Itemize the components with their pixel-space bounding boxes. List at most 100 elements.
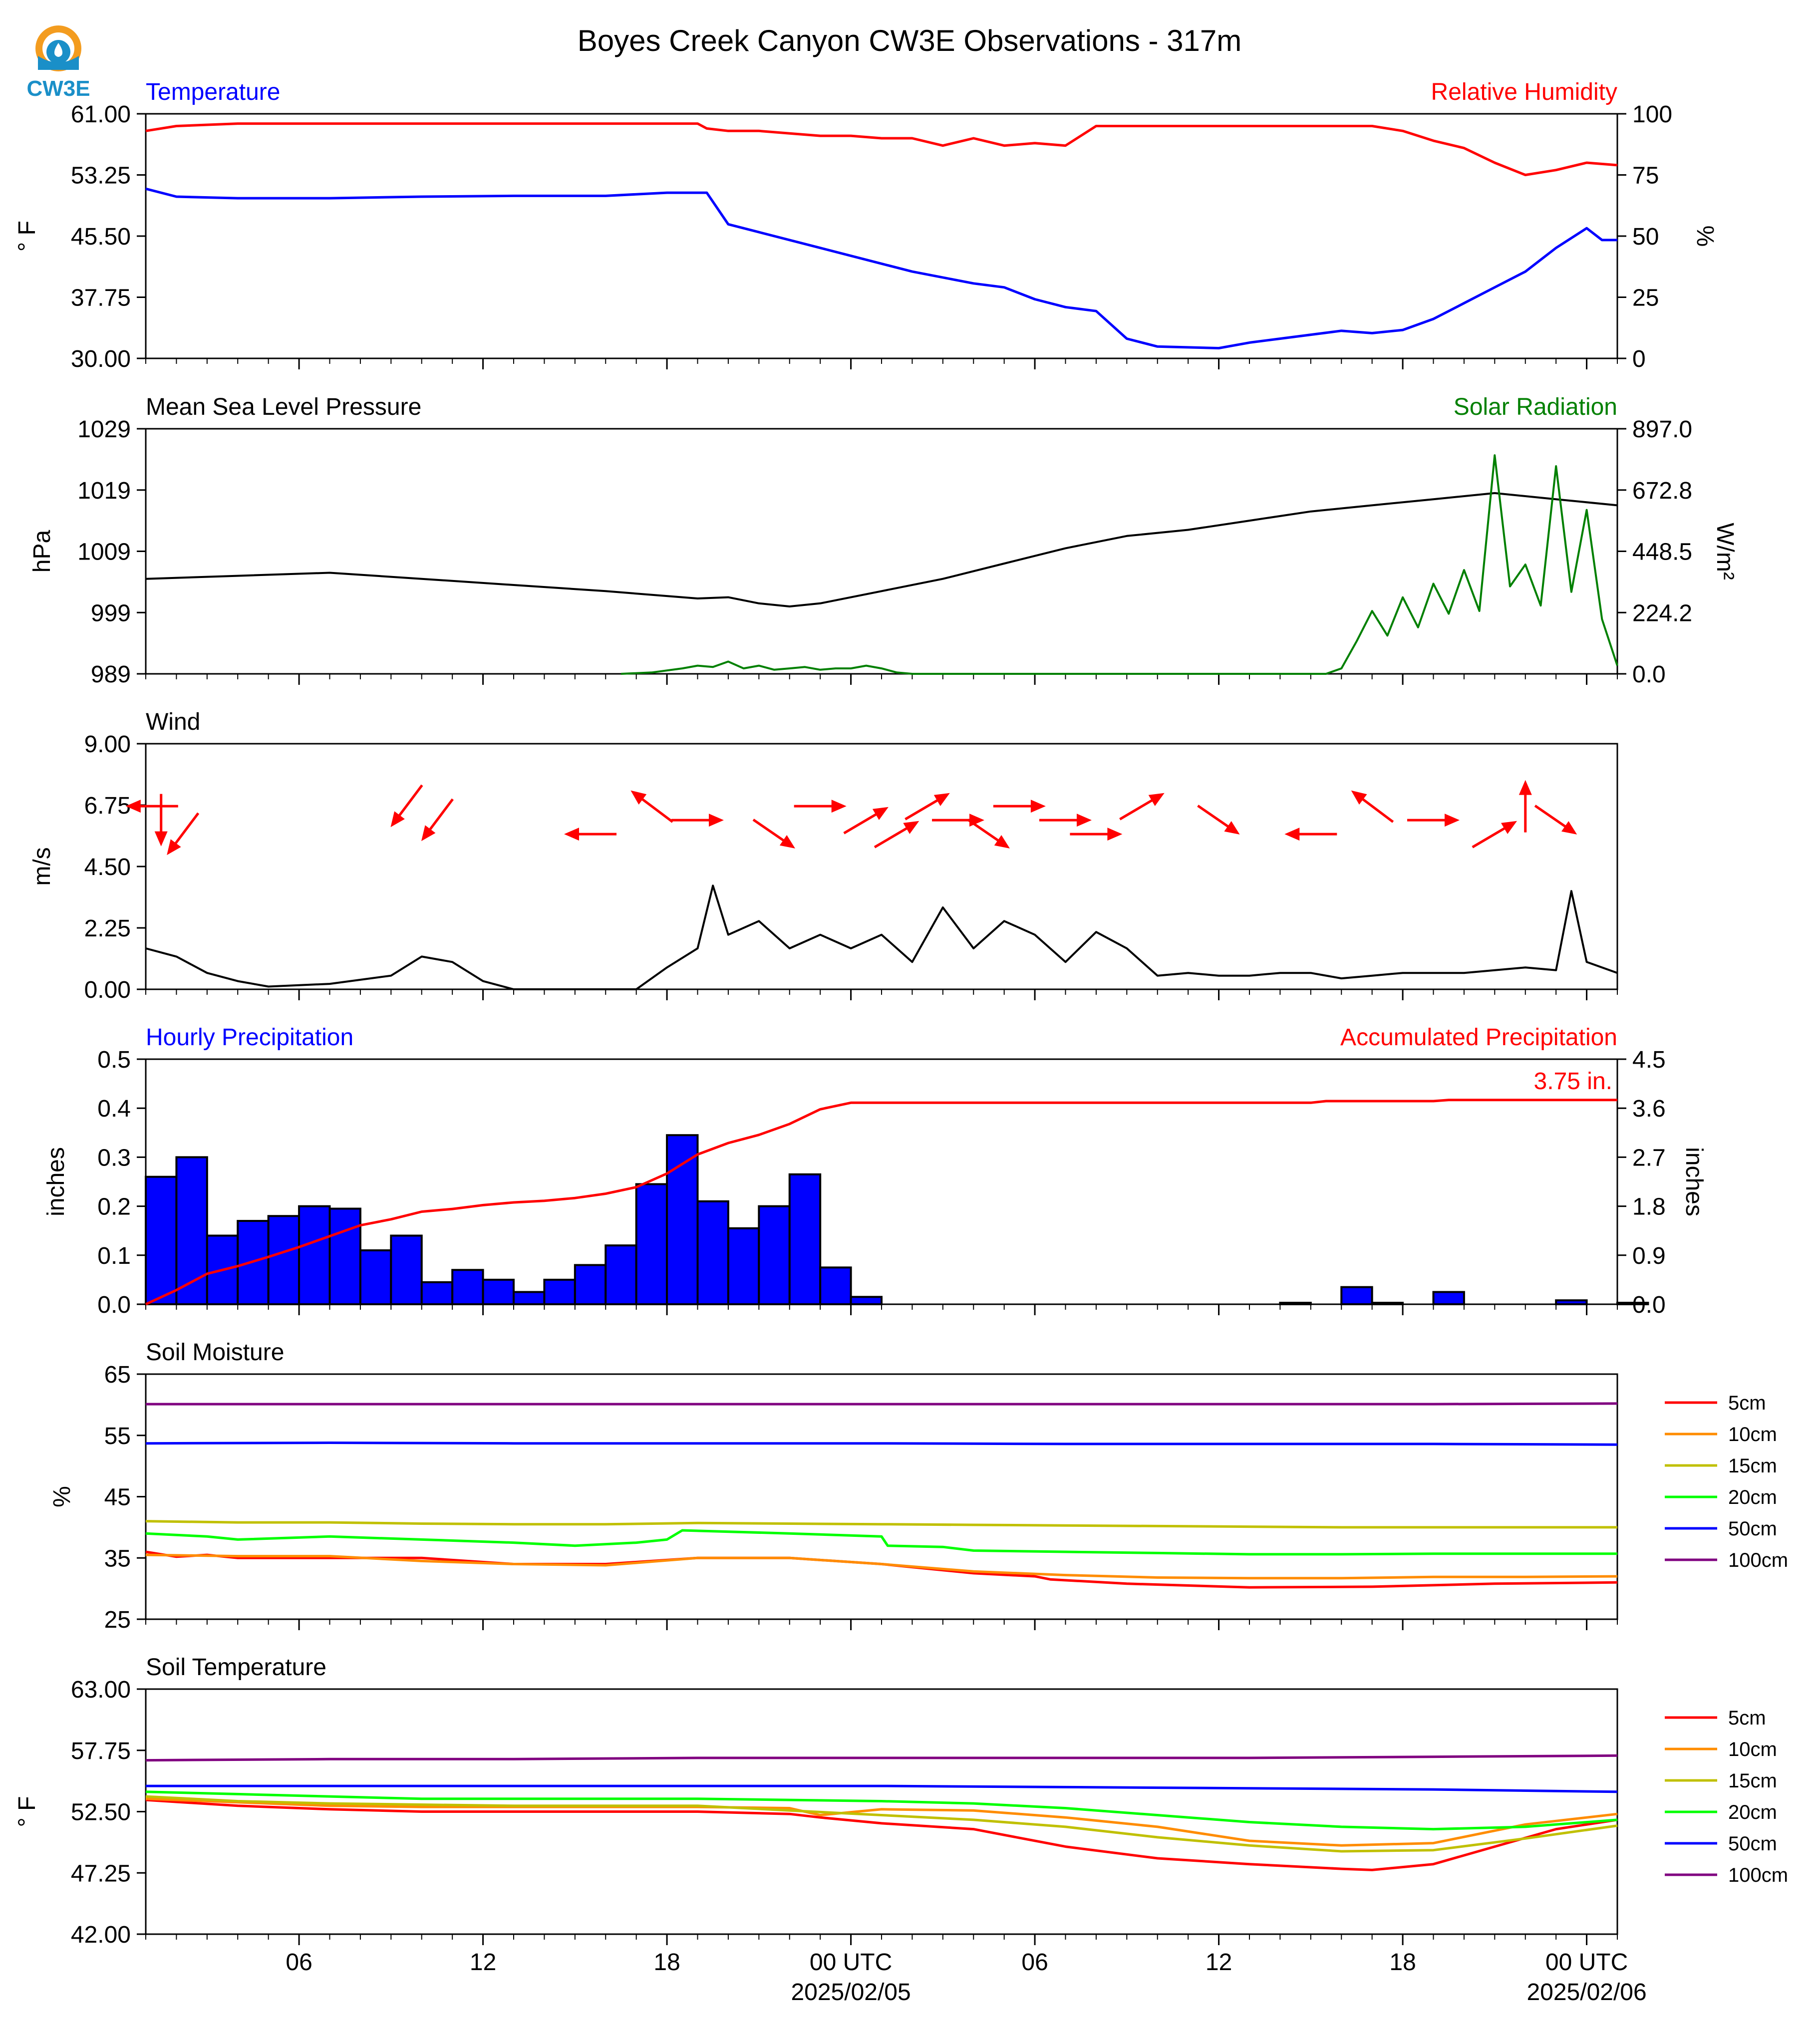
wind-direction-arrow [154, 794, 168, 847]
legend-label: 5cm [1728, 1707, 1766, 1729]
series-line-50cm [146, 1784, 1618, 1793]
precip-bar [390, 1234, 423, 1306]
wind-direction-arrow [843, 807, 889, 835]
y-tick-label-right: 4.5 [1632, 1047, 1666, 1073]
legend-label: 15cm [1728, 1455, 1777, 1477]
precip-bar [1279, 1302, 1312, 1305]
y-tick-label-left: 37.75 [71, 285, 131, 311]
wind-direction-arrow [1534, 805, 1577, 835]
wind-direction-arrow [1039, 814, 1092, 827]
y-unit-left: ° F [14, 1796, 40, 1827]
wind-direction-arrow [671, 814, 724, 827]
precip-bar [1432, 1291, 1465, 1305]
chart-title: Boyes Creek Canyon CW3E Observations - 3… [578, 24, 1242, 57]
y-tick-label-left: 45 [104, 1484, 131, 1511]
wind-arrow-head [1351, 790, 1367, 805]
wind-direction-arrow [1518, 780, 1532, 833]
wind-direction-arrow [167, 812, 200, 856]
precip-bar [635, 1183, 668, 1305]
y-tick-label-left: 52.50 [71, 1799, 131, 1826]
y-tick-label-right: 672.8 [1632, 478, 1692, 504]
y-unit-left: inches [43, 1147, 69, 1216]
y-tick-label-left: 6.75 [84, 793, 131, 819]
y-tick-label-left: 53.25 [71, 163, 131, 189]
precip-bar [605, 1244, 637, 1305]
panel-title-left: Hourly Precipitation [146, 1024, 353, 1051]
precip-bar [666, 1134, 699, 1305]
precip-bar [1340, 1286, 1373, 1305]
y-tick-label-right: 0.9 [1632, 1243, 1666, 1269]
y-tick-label-left: 42.00 [71, 1922, 131, 1948]
wind-arrow-head [167, 839, 181, 856]
precip-bar [267, 1215, 301, 1305]
y-tick-label-right: 25 [1632, 285, 1659, 311]
wind-direction-arrow [874, 821, 919, 849]
y-tick-label-left: 47.25 [71, 1860, 131, 1887]
legend-label: 10cm [1728, 1738, 1777, 1760]
wind-direction-arrow [564, 828, 617, 841]
precip-bar [850, 1296, 883, 1306]
y-unit-left: % [49, 1486, 75, 1507]
y-tick-label-left: 57.75 [71, 1738, 131, 1764]
y-tick-label-left: 35 [104, 1545, 131, 1572]
series-line-10cm [145, 1553, 1618, 1580]
wind-arrow-head [779, 835, 795, 849]
x-tick-label: 18 [1389, 1949, 1416, 1976]
y-unit-right: inches [1681, 1147, 1707, 1216]
panel-wind: 9.00 6.75 4.50 2.25 0.00 Wind m/s [29, 709, 1618, 1003]
legend-label: 100cm [1728, 1864, 1788, 1886]
wind-arrow-head [630, 790, 647, 805]
x-tick-label: 00 UTC [810, 1949, 892, 1976]
precip-bar [482, 1278, 515, 1305]
series-line-15cm [145, 1520, 1617, 1529]
y-tick-label-left: 30.00 [71, 346, 131, 372]
panel-title-right: Accumulated Precipitation [1340, 1024, 1617, 1051]
precip-bar [788, 1173, 822, 1306]
legend: 5cm 10cm 15cm 20cm 50cm 100cm [1665, 1707, 1788, 1886]
series-line-5cm [145, 1798, 1618, 1871]
x-tick-label: 12 [470, 1949, 496, 1976]
precip-bar [1371, 1302, 1404, 1305]
panel-precip: 0.50.40.30.20.10.04.53.62.71.80.90.0Hour… [43, 1024, 1707, 1318]
panel-title-left: Wind [146, 709, 200, 735]
wind-arrow-head [831, 800, 847, 813]
y-tick-label-left: 9.00 [84, 731, 131, 758]
precip-bar [574, 1264, 607, 1305]
precip-bar [1616, 1302, 1649, 1305]
wind-arrow-head [1445, 814, 1460, 827]
wind-direction-arrow [905, 793, 950, 821]
wind-arrow-head [1107, 828, 1123, 841]
wind-arrow-head [1224, 821, 1240, 835]
wind-direction-arrow [1119, 793, 1165, 821]
y-tick-label-right: 0 [1632, 346, 1646, 372]
precip-bar [359, 1249, 392, 1305]
wind-direction-arrow [390, 784, 423, 828]
legend-label: 20cm [1728, 1801, 1777, 1823]
y-tick-label-right: 0.0 [1632, 661, 1666, 688]
series-line-50cm [145, 1442, 1618, 1446]
y-tick-label-left: 989 [91, 661, 131, 688]
y-tick-label-right: 1.8 [1632, 1194, 1666, 1220]
x-date-label: 2025/02/06 [1526, 1979, 1646, 2006]
precip-bar [727, 1227, 760, 1306]
wind-arrow-head [709, 814, 724, 827]
y-tick-label-left: 0.4 [97, 1096, 131, 1122]
wind-direction-arrow [1407, 814, 1460, 827]
wind-arrow-head [390, 811, 405, 828]
y-tick-label-left: 999 [91, 600, 131, 626]
legend-label: 100cm [1728, 1549, 1788, 1571]
wind-arrow-head [933, 793, 950, 806]
precip-bar [758, 1205, 791, 1306]
precip-bar [696, 1200, 729, 1306]
y-tick-label-left: 65 [104, 1362, 131, 1388]
series-line-temperature [145, 187, 1617, 349]
legend-label: 50cm [1728, 1518, 1777, 1540]
y-tick-label-right: 224.2 [1632, 600, 1692, 626]
wind-direction-arrow [1197, 805, 1240, 835]
y-tick-label-left: 63.00 [71, 1677, 131, 1703]
y-tick-label-left: 61.00 [71, 101, 131, 128]
y-unit-left: m/s [29, 847, 55, 885]
wind-arrow-head [1284, 828, 1300, 841]
precip-bar [328, 1207, 361, 1306]
wind-arrow-head [1148, 793, 1165, 806]
